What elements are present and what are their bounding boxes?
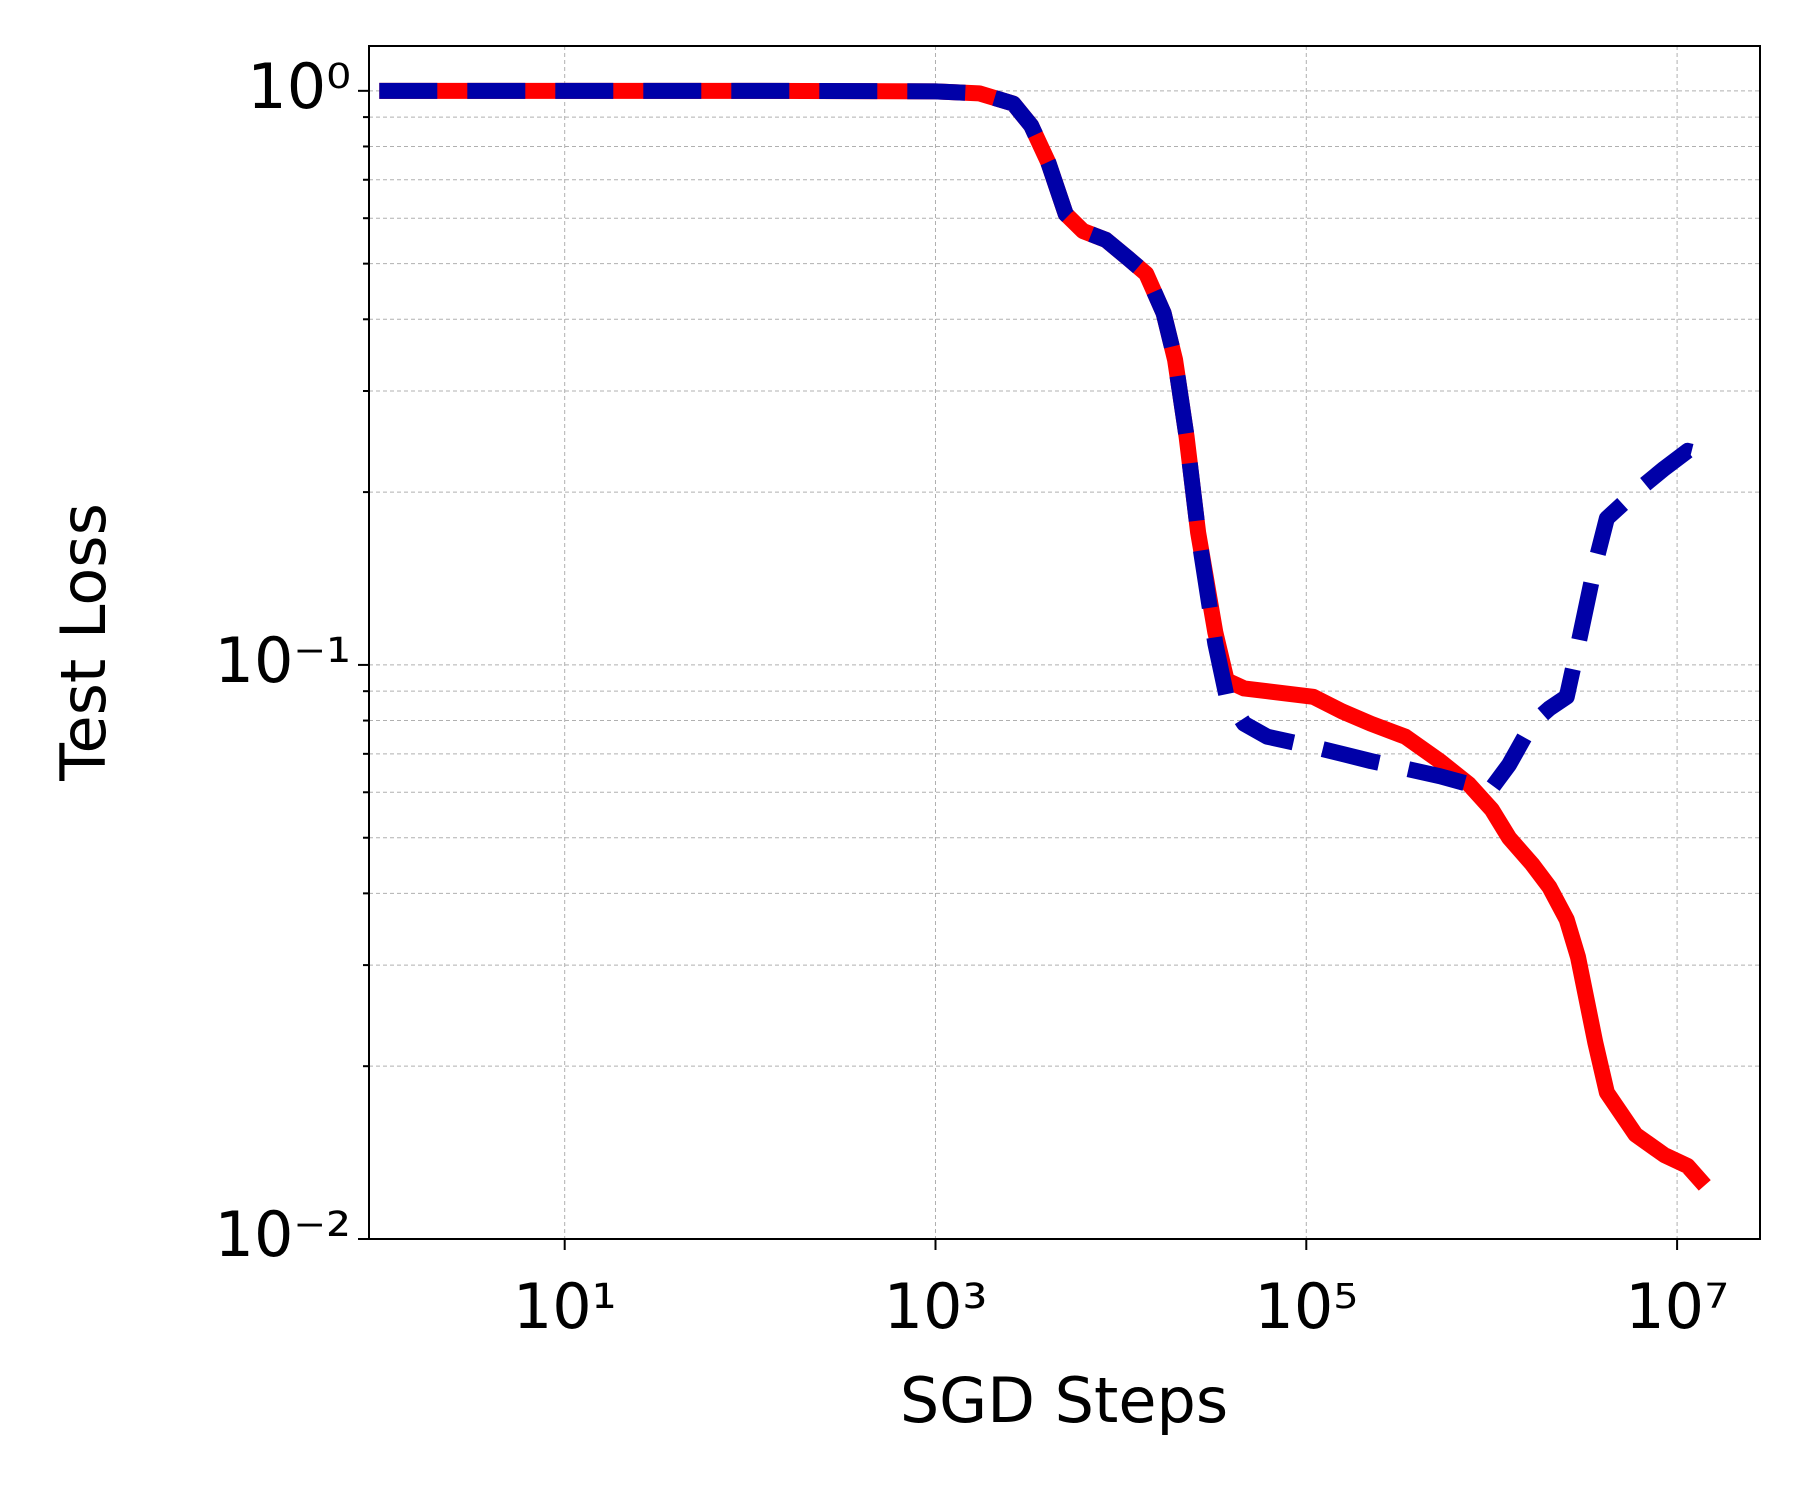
series-line: [379, 82, 1707, 797]
plot-area: [379, 82, 1711, 1191]
grid: [369, 46, 1760, 1240]
x-tick-label: 10⁵: [1254, 1270, 1358, 1343]
y-tick-label: 10⁰: [247, 50, 351, 123]
x-tick-label: 10⁷: [1625, 1270, 1729, 1343]
x-axis-label: SGD Steps: [900, 1364, 1228, 1437]
y-tick-label: 10⁻²: [215, 1198, 351, 1271]
series-line: [379, 82, 1711, 1191]
axes-frame: [368, 45, 1761, 1240]
x-tick-label: 10¹: [513, 1270, 617, 1343]
y-tick-label: 10⁻¹: [215, 624, 351, 697]
x-tick-label: 10³: [884, 1270, 988, 1343]
y-axis-label: Test Loss: [47, 503, 120, 782]
